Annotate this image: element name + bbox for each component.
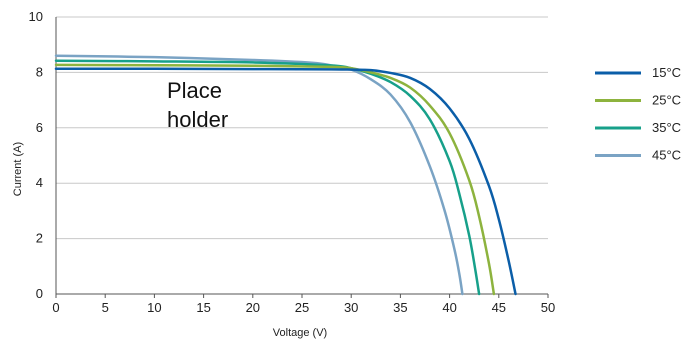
x-tick-label: 20 bbox=[246, 300, 260, 315]
x-tick-label: 35 bbox=[393, 300, 407, 315]
x-tick-label: 0 bbox=[52, 300, 59, 315]
legend-label: 25°C bbox=[652, 93, 681, 108]
gridlines bbox=[56, 16, 548, 240]
x-tick-label: 40 bbox=[442, 300, 456, 315]
legend-label: 45°C bbox=[652, 148, 681, 163]
legend: 15°C 25°C 35°C 45°C bbox=[595, 65, 681, 163]
x-tick-label: 25 bbox=[295, 300, 309, 315]
y-tick-label: 10 bbox=[29, 9, 43, 24]
series-line-25c bbox=[54, 63, 496, 296]
x-tick-labels: 0 5 10 15 20 25 30 35 40 45 50 bbox=[52, 300, 555, 315]
x-tick-label: 10 bbox=[147, 300, 161, 315]
y-axis-title: Current (A) bbox=[12, 142, 24, 196]
series-line-15c bbox=[54, 67, 517, 296]
y-tick-labels: 0 2 4 6 8 10 bbox=[29, 9, 43, 301]
x-tick-label: 45 bbox=[492, 300, 506, 315]
y-tick-label: 6 bbox=[36, 120, 43, 135]
placeholder-annotation-line-1: Place bbox=[167, 78, 222, 103]
x-tick-label: 5 bbox=[102, 300, 109, 315]
series-line-45c bbox=[54, 54, 464, 296]
series-line-35c bbox=[54, 59, 481, 296]
x-axis-title: Voltage (V) bbox=[273, 327, 327, 339]
y-tick-label: 2 bbox=[36, 231, 43, 246]
placeholder-annotation-line-2: holder bbox=[167, 107, 228, 132]
x-tick-label: 50 bbox=[541, 300, 555, 315]
y-tick-label: 4 bbox=[36, 175, 43, 190]
x-tick-label: 30 bbox=[344, 300, 358, 315]
y-tick-label: 8 bbox=[36, 64, 43, 79]
x-tick-label: 15 bbox=[196, 300, 210, 315]
y-tick-label: 0 bbox=[36, 286, 43, 301]
legend-label: 15°C bbox=[652, 65, 681, 80]
legend-label: 35°C bbox=[652, 120, 681, 135]
axes bbox=[55, 17, 549, 298]
series-lines bbox=[54, 54, 517, 296]
